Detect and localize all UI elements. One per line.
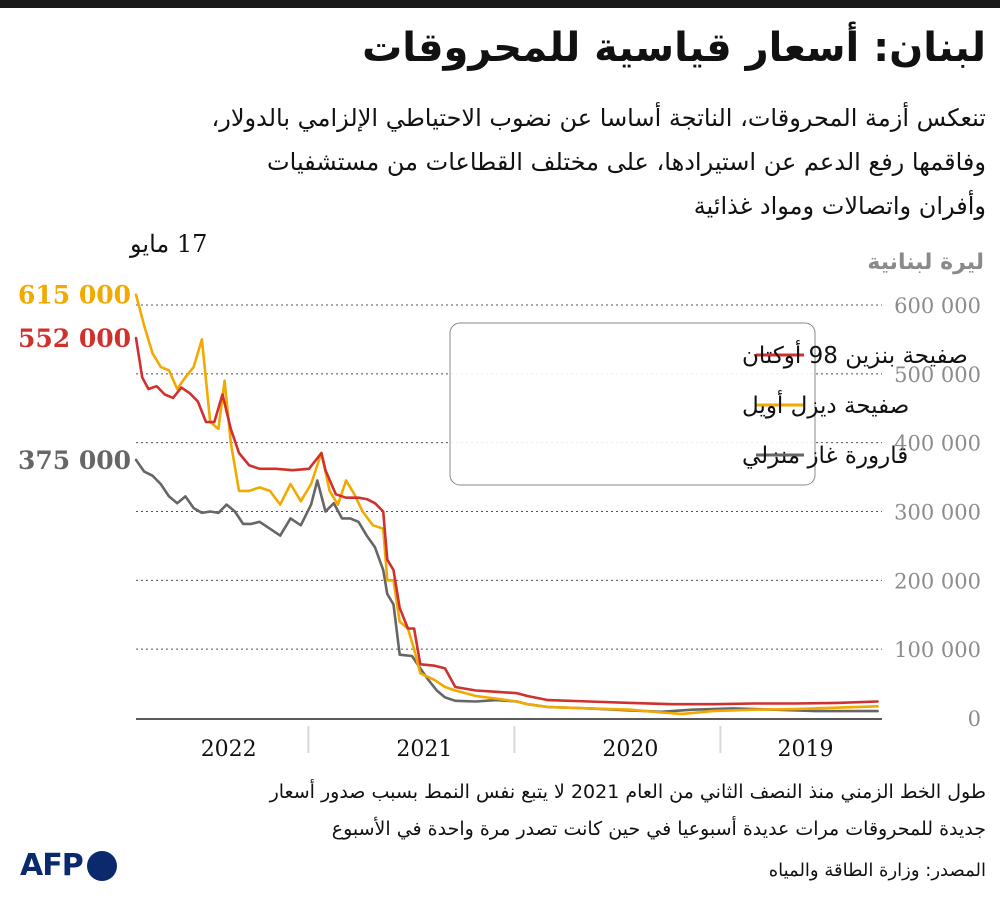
- latest-value-label: 615 000: [18, 281, 131, 310]
- y-tick-label: 200 000: [894, 569, 981, 593]
- source-credit: المصدر: وزارة الطاقة والمياه: [768, 860, 986, 881]
- legend-label: قارورة غاز منزلي: [742, 443, 908, 469]
- x-tick-label: 2022: [201, 737, 257, 762]
- afp-logo-text: AFP: [20, 848, 84, 883]
- y-tick-label: 600 000: [894, 294, 981, 318]
- page-title: لبنان: أسعار قياسية للمحروقات: [362, 25, 986, 71]
- subtitle-line: تنعكس أزمة المحروقات، الناتجة أساسا عن ن…: [211, 104, 986, 132]
- top-bar: [0, 0, 1000, 8]
- y-tick-label: 500 000: [894, 363, 981, 387]
- x-tick-label: 2021: [396, 737, 452, 762]
- series-line: [134, 293, 879, 716]
- afp-logo-dot: [86, 850, 117, 881]
- latest-value-label: 552 000: [18, 324, 131, 353]
- y-tick-label: 0: [968, 707, 981, 731]
- x-tick-label: 2019: [778, 737, 834, 762]
- x-tick-label: 2020: [602, 737, 658, 762]
- latest-value-label: 375 000: [18, 446, 131, 475]
- legend-box: [449, 322, 816, 486]
- afp-logo: AFP: [20, 848, 117, 883]
- series-line: [134, 336, 879, 706]
- y-axis-unit-label: ليرة لبنانية: [867, 250, 984, 275]
- y-tick-label: 100 000: [894, 638, 981, 662]
- latest-date-label: 17 مايو: [129, 230, 207, 258]
- y-tick-label: 300 000: [894, 501, 981, 525]
- footnote-line: جديدة للمحروقات مرات عديدة أسبوعيا في حي…: [331, 818, 986, 840]
- series-line: [134, 458, 879, 714]
- legend-label: صفيحة بنزين 98 أوكتان: [742, 340, 968, 369]
- subtitle-line: وأفران واتصالات ومواد غذائية: [693, 192, 986, 220]
- subtitle: تنعكس أزمة المحروقات، الناتجة أساسا عن ن…: [11, 96, 986, 228]
- subtitle-line: وفاقمها رفع الدعم عن استيرادها، على مختل…: [267, 148, 986, 176]
- footnote: طول الخط الزمني منذ النصف الثاني من العا…: [11, 774, 986, 848]
- footnote-line: طول الخط الزمني منذ النصف الثاني من العا…: [269, 781, 986, 803]
- legend-label: صفيحة ديزل أويل: [742, 390, 909, 419]
- y-tick-label: 400 000: [894, 432, 981, 456]
